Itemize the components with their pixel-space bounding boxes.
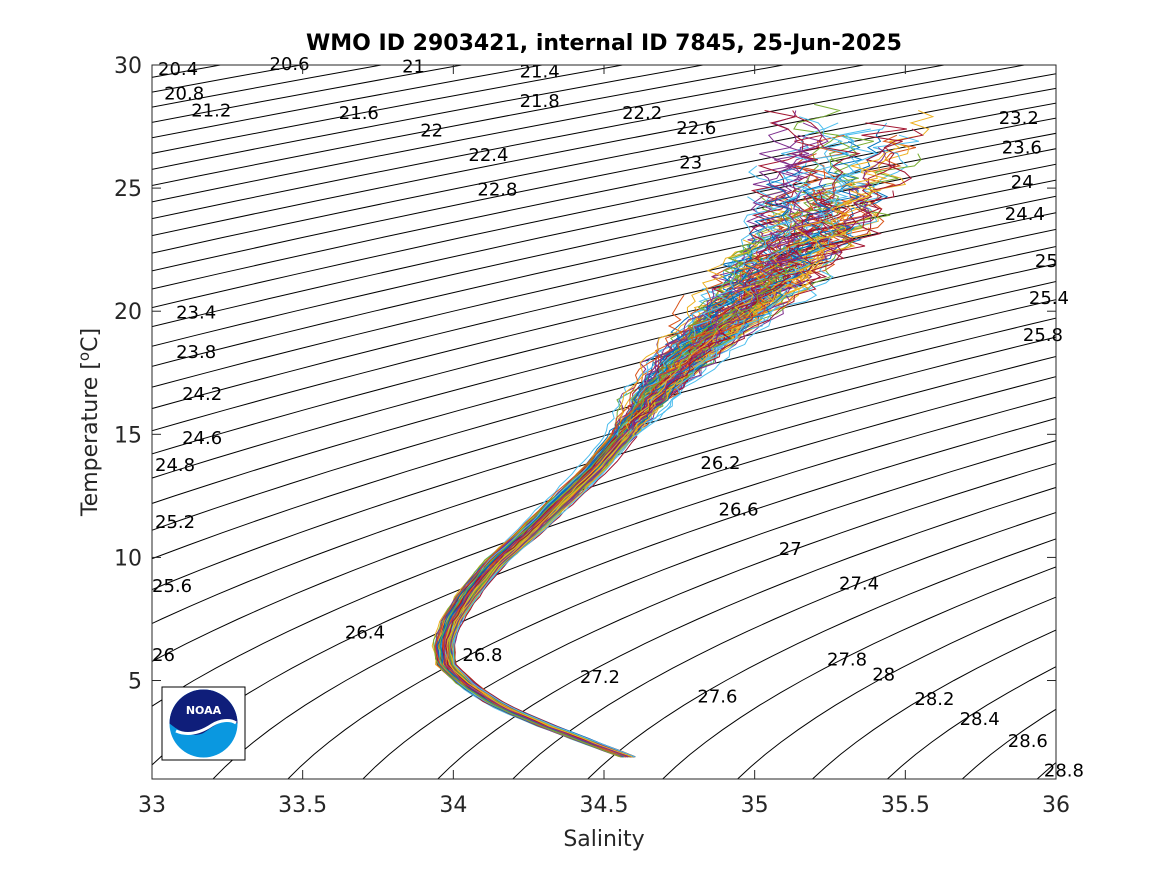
y-tick-label: 5 (128, 670, 142, 695)
density-contour-label: 27.4 (839, 573, 879, 594)
density-contour-label: 23.4 (176, 303, 216, 324)
density-contour-label: 21.4 (520, 61, 560, 82)
x-axis-label: Salinity (563, 827, 644, 852)
density-contour-label: 28.6 (1008, 731, 1048, 752)
x-tick-label: 34.5 (580, 793, 629, 818)
density-contour-label: 27 (779, 539, 802, 560)
y-tick-label: 10 (114, 546, 142, 571)
density-contour-label: 21.6 (339, 103, 379, 124)
density-contour-label: 25.8 (1023, 325, 1063, 346)
y-tick-label: 30 (114, 54, 142, 79)
density-contour-label: 26 (152, 645, 175, 666)
density-contour-label: 24.8 (155, 455, 195, 476)
density-contour-label: 22.2 (622, 103, 662, 124)
density-contour-label: 24.2 (182, 384, 222, 405)
x-tick-label: 35 (741, 793, 769, 818)
density-contour-label: 26.2 (700, 453, 740, 474)
density-contour-label: 23.8 (176, 342, 216, 363)
density-contour-label: 27.2 (580, 667, 620, 688)
density-contour-label: 22.6 (676, 118, 716, 139)
density-contour-label: 25 (1035, 251, 1058, 272)
density-contour-label: 21 (402, 56, 425, 77)
chart-title: WMO ID 2903421, internal ID 7845, 25-Jun… (306, 31, 902, 56)
density-contour-label: 28 (872, 665, 895, 686)
density-contour-label: 27.8 (827, 650, 867, 671)
density-contour-label: 20.4 (158, 59, 198, 80)
y-axis-label-main: Temperature [ (78, 361, 103, 517)
density-contour-label: 25.6 (152, 576, 192, 597)
density-contour-label: 22.8 (477, 180, 517, 201)
density-contour-label: 26.8 (462, 645, 502, 666)
density-contour-label: 28.8 (1044, 761, 1084, 782)
y-axis-label-suffix: C] (78, 328, 103, 352)
density-contour-label: 23 (679, 152, 702, 173)
density-contour-label: 22.4 (468, 145, 508, 166)
x-tick-label: 34 (439, 793, 467, 818)
density-contour-label: 24 (1011, 172, 1034, 193)
density-contour-label: 25.2 (155, 512, 195, 533)
density-contour-label: 23.2 (999, 108, 1039, 129)
density-contour-label: 26.6 (719, 500, 759, 521)
density-contour-label: 20.6 (270, 54, 310, 75)
density-contour-label: 24.6 (182, 428, 222, 449)
density-contour-label: 22 (420, 120, 443, 141)
y-axis-label-sup: o (75, 352, 93, 361)
y-tick-label: 25 (114, 177, 142, 202)
density-contour-label: 27.6 (697, 687, 737, 708)
y-tick-label: 20 (114, 300, 142, 325)
density-contour-label: 26.4 (345, 623, 385, 644)
x-tick-label: 36 (1042, 793, 1070, 818)
logo-text: NOAA (186, 704, 222, 717)
density-contour-label: 21.2 (191, 101, 231, 122)
noaa-logo: NOAA (162, 687, 245, 760)
x-tick-label: 33.5 (278, 793, 327, 818)
density-contour-label: 25.4 (1029, 288, 1069, 309)
y-tick-label: 15 (114, 423, 142, 448)
density-contour-label: 24.4 (1005, 204, 1045, 225)
density-contour-label: 23.6 (1002, 138, 1042, 159)
density-contour-label: 28.2 (914, 689, 954, 710)
x-tick-label: 33 (138, 793, 166, 818)
density-contour-label: 28.4 (960, 709, 1000, 730)
x-tick-label: 35.5 (881, 793, 930, 818)
density-contour-label: 21.8 (520, 91, 560, 112)
